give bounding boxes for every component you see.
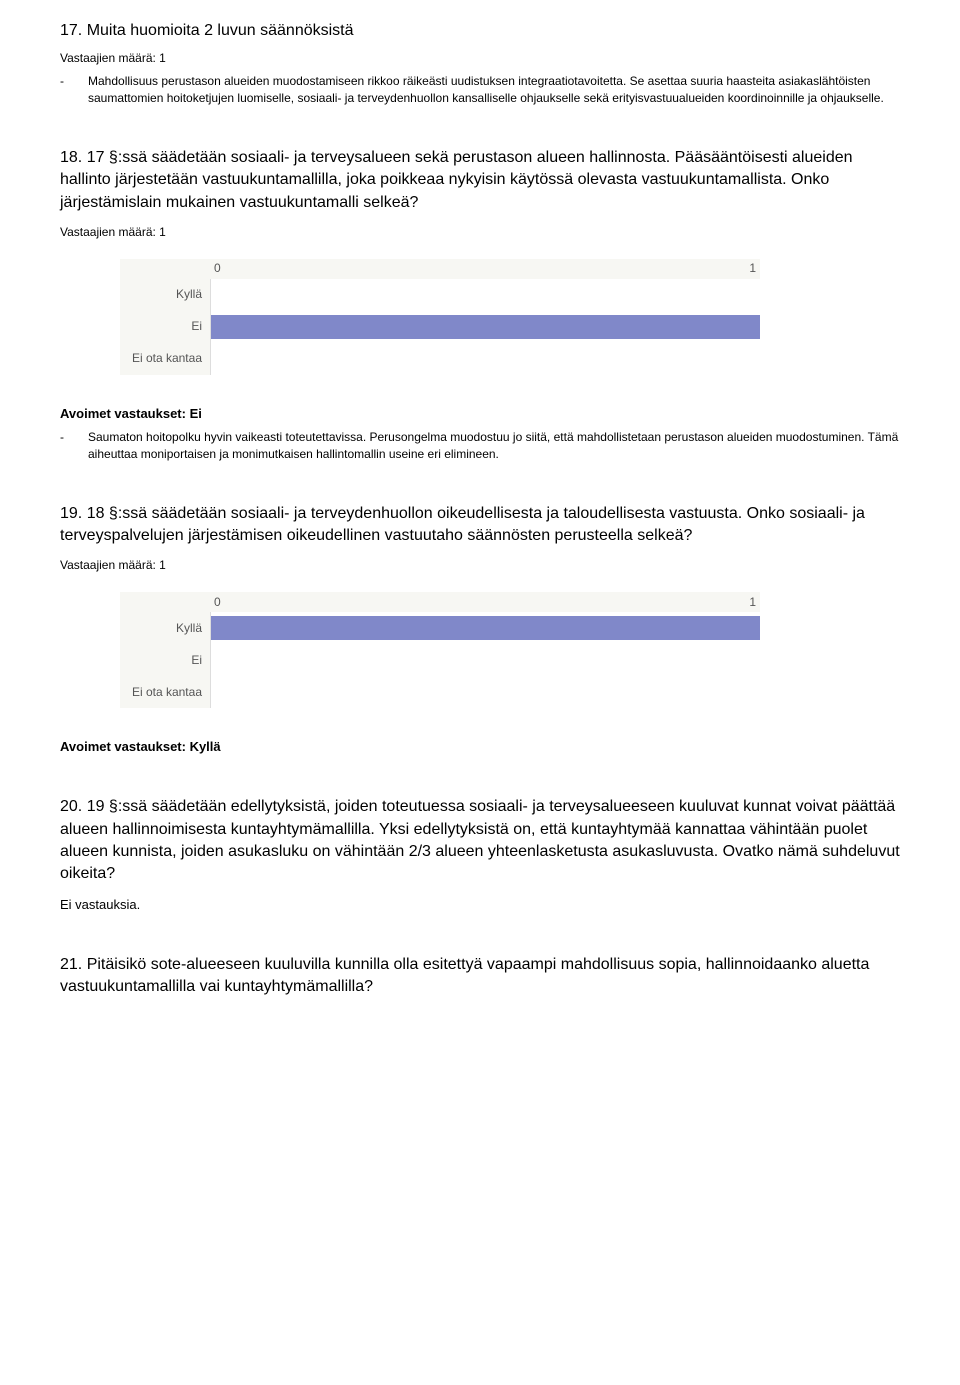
q18-heading: 18. 17 §:ssä säädetään sosiaali- ja terv…	[60, 147, 900, 214]
chart-bar-label: Kyllä	[120, 286, 210, 303]
question-19: 19. 18 §:ssä säädetään sosiaali- ja terv…	[60, 503, 900, 757]
chart-bar-area	[210, 279, 760, 311]
chart-bar-fill	[211, 616, 760, 640]
q18-respondents: Vastaajien määrä: 1	[60, 224, 900, 241]
chart-bar-row: Ei ota kantaa	[120, 343, 760, 375]
chart-bar-label: Ei	[120, 318, 210, 335]
chart-axis-max: 1	[749, 594, 756, 611]
q17-heading: 17. Muita huomioita 2 luvun säännöksistä	[60, 20, 900, 42]
bullet-dash: -	[60, 429, 88, 463]
q21-heading: 21. Pitäisikö sote-alueeseen kuuluvilla …	[60, 954, 900, 999]
question-18: 18. 17 §:ssä säädetään sosiaali- ja terv…	[60, 147, 900, 463]
chart-axis-numbers: 01	[210, 594, 760, 611]
chart-bar-area	[210, 644, 760, 676]
q17-bullet: - Mahdollisuus perustason alueiden muodo…	[60, 73, 900, 107]
q20-no-answer: Ei vastauksia.	[60, 896, 900, 914]
chart-bar-row: Ei	[120, 644, 760, 676]
q19-heading: 19. 18 §:ssä säädetään sosiaali- ja terv…	[60, 503, 900, 548]
chart-axis-row: 01	[120, 259, 760, 279]
q19-chart: 01KylläEiEi ota kantaa	[120, 592, 760, 708]
q18-bullet: - Saumaton hoitopolku hyvin vaikeasti to…	[60, 429, 900, 463]
chart-bar-area	[210, 343, 760, 375]
chart-axis-min: 0	[214, 594, 221, 611]
chart-bar-row: Kyllä	[120, 279, 760, 311]
chart-bar-label: Ei ota kantaa	[120, 350, 210, 367]
chart-bar-area	[210, 311, 760, 343]
chart-bar-fill	[211, 315, 760, 339]
chart-bar-label: Kyllä	[120, 620, 210, 637]
q17-bullet-text: Mahdollisuus perustason alueiden muodost…	[88, 73, 900, 107]
chart-axis-min: 0	[214, 260, 221, 277]
chart-bar-label: Ei ota kantaa	[120, 684, 210, 701]
chart-bar-row: Ei	[120, 311, 760, 343]
q17-respondents: Vastaajien määrä: 1	[60, 50, 900, 67]
q18-bullet-text: Saumaton hoitopolku hyvin vaikeasti tote…	[88, 429, 900, 463]
chart-bar-row: Ei ota kantaa	[120, 676, 760, 708]
question-17: 17. Muita huomioita 2 luvun säännöksistä…	[60, 20, 900, 107]
bullet-dash: -	[60, 73, 88, 107]
chart-bar-label: Ei	[120, 652, 210, 669]
chart-axis-row: 01	[120, 592, 760, 612]
chart-bar-row: Kyllä	[120, 612, 760, 644]
q18-answers-heading: Avoimet vastaukset: Ei	[60, 405, 900, 423]
chart-axis-max: 1	[749, 260, 756, 277]
q20-heading: 20. 19 §:ssä säädetään edellytyksistä, j…	[60, 796, 900, 886]
chart-bar-area	[210, 612, 760, 644]
question-21: 21. Pitäisikö sote-alueeseen kuuluvilla …	[60, 954, 900, 999]
q19-respondents: Vastaajien määrä: 1	[60, 557, 900, 574]
q18-chart: 01KylläEiEi ota kantaa	[120, 259, 760, 375]
question-20: 20. 19 §:ssä säädetään edellytyksistä, j…	[60, 796, 900, 914]
chart-axis-numbers: 01	[210, 260, 760, 277]
chart-bar-area	[210, 676, 760, 708]
q19-answers-heading: Avoimet vastaukset: Kyllä	[60, 738, 900, 756]
